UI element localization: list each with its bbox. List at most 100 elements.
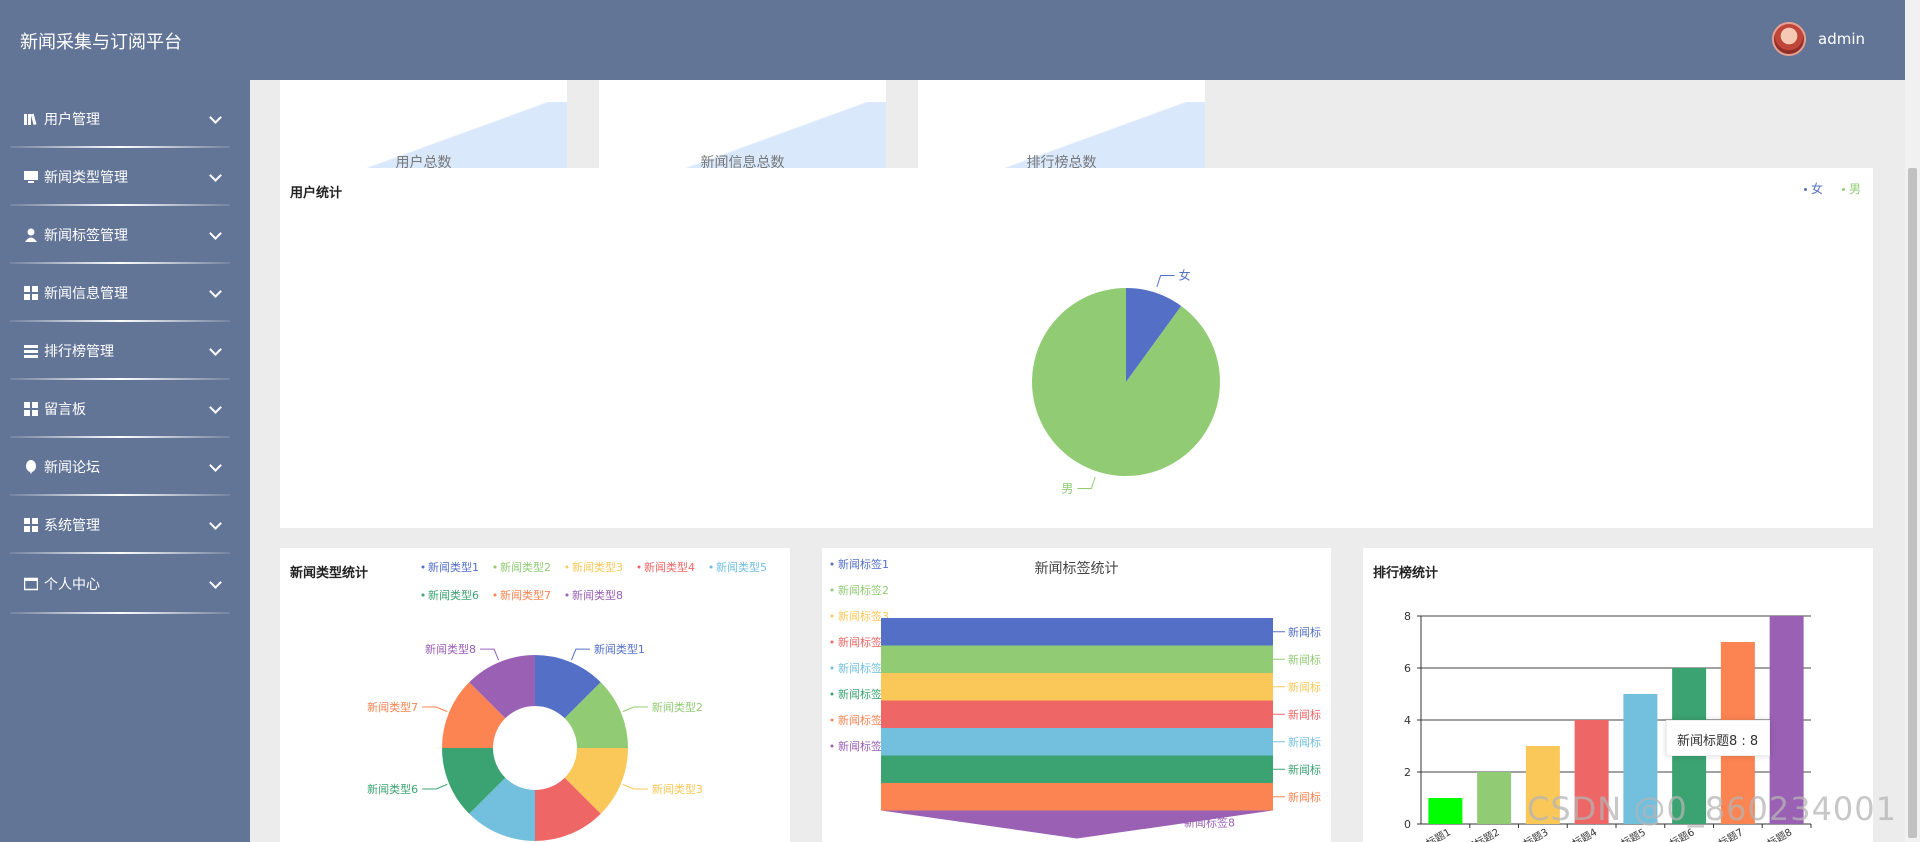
chevron-down-icon: [209, 575, 222, 589]
user-menu[interactable]: admin: [1772, 22, 1865, 56]
slice-label: 新闻类型2: [652, 700, 703, 714]
chevron-down-icon: [209, 226, 222, 240]
legend-item: 新闻类型3: [572, 560, 623, 574]
watermark: CSDN @0_860234001: [1527, 790, 1897, 828]
slice-label: 新闻类型3: [652, 782, 703, 796]
balloon-icon: [24, 460, 38, 474]
legend-dot: [493, 593, 497, 597]
x-tick-label: 标题5: [1619, 826, 1648, 842]
funnel-band: [881, 783, 1273, 811]
news-tag-panel: 新闻标签统计 新闻标签1 新闻标签2 新闻标签3 新闻标签4 新闻标签5 新闻标签6 新闻标…: [822, 548, 1331, 842]
app-title: 新闻采集与订阅平台: [20, 32, 182, 53]
library-icon: [24, 112, 38, 126]
sidebar-item-system[interactable]: 系统管理: [0, 496, 250, 554]
bar: [1574, 720, 1609, 824]
sidebar-item-news-type[interactable]: 新闻类型管理: [0, 148, 250, 206]
donut-slice: [535, 655, 601, 719]
news-type-donut-chart: 新闻类型1 新闻类型2 新闻类型3 新闻类型4 新闻类型5 新闻类型6 新闻类型7 新闻类型8…: [367, 560, 767, 841]
sidebar-item-label: 用户管理: [44, 112, 100, 128]
window-icon: [24, 577, 38, 591]
scrollbar-thumb[interactable]: [1908, 168, 1917, 838]
page-scrollbar[interactable]: [1905, 0, 1920, 842]
legend-dot: [565, 593, 569, 597]
chevron-down-icon: [209, 110, 222, 124]
legend-dot: [830, 588, 834, 592]
legend-dot: [421, 565, 425, 569]
y-tick-label: 8: [1404, 610, 1411, 623]
y-tick-label: 2: [1404, 766, 1411, 779]
legend-item: 新闻标签3: [838, 609, 889, 623]
list-icon: [24, 344, 38, 358]
user-pie-chart: 女男: [1032, 267, 1220, 496]
chart-title: 用户统计: [290, 186, 343, 201]
sidebar-item-label: 个人中心: [44, 577, 100, 593]
chevron-down-icon: [209, 458, 222, 472]
legend-dot: [830, 562, 834, 566]
pie-slice: [1032, 288, 1220, 476]
label-line: [1077, 476, 1096, 490]
x-tick-label: 标题1: [1424, 826, 1453, 842]
sidebar-item-news-info[interactable]: 新闻信息管理: [0, 264, 250, 322]
chart-title: 排行榜统计: [1373, 566, 1439, 581]
sidebar-item-message-board[interactable]: 留言板: [0, 380, 250, 438]
donut-slice: [469, 655, 535, 719]
slice-label: 新闻类型7: [367, 700, 418, 714]
label-line: [570, 648, 590, 661]
news-tag-funnel-chart: 新闻标签1 新闻标签2 新闻标签3 新闻标签4 新闻标签5 新闻标签6 新闻标签7 新闻标签8…: [830, 557, 1321, 839]
legend-item: 新闻标签6: [838, 687, 889, 701]
funnel-band: [881, 673, 1273, 701]
news-type-panel: 新闻类型统计 新闻类型1 新闻类型2 新闻类型3 新闻类型4 新闻类型5 新闻类型6 新闻类…: [280, 548, 790, 842]
chart-title: 新闻类型统计: [290, 566, 369, 581]
sidebar-item-label: 系统管理: [44, 518, 100, 534]
label-line: [422, 783, 448, 790]
funnel-tip: [881, 810, 1273, 839]
legend-item: 新闻标签2: [838, 583, 889, 597]
slice-label: 男: [1061, 482, 1073, 496]
stat-card-label: 排行榜总数: [1026, 155, 1097, 171]
username[interactable]: admin: [1818, 30, 1865, 48]
user-stats-panel: 用户统计 女 男 女男: [280, 168, 1873, 528]
legend-dot: [830, 614, 834, 618]
bar: [1428, 798, 1463, 824]
chevron-down-icon: [209, 516, 222, 530]
y-tick-label: 6: [1404, 662, 1411, 675]
donut-slice: [469, 777, 535, 841]
sidebar-item-forum[interactable]: 新闻论坛: [0, 438, 250, 496]
legend-item-male[interactable]: 男: [1841, 180, 1861, 197]
legend-item-female[interactable]: 女: [1803, 180, 1823, 197]
main-content: 用户总数 新闻信息总数 排行榜总数 用户统计 女 男 女男 新闻类型统计 新闻类…: [250, 80, 1905, 842]
label-line: [622, 706, 648, 713]
stat-card-label: 新闻信息总数: [700, 155, 785, 171]
top-header: 新闻采集与订阅平台 admin: [0, 0, 1905, 80]
funnel-band: [881, 645, 1273, 673]
band-label: 新闻标: [1288, 652, 1321, 666]
donut-slice: [442, 682, 506, 748]
chart-title: 新闻标签统计: [1034, 561, 1119, 577]
x-tick-label: 标题8: [1765, 826, 1794, 842]
sidebar-item-label: 留言板: [44, 402, 86, 418]
sidebar-item-news-tag[interactable]: 新闻标签管理: [0, 206, 250, 264]
grid-icon: [24, 402, 38, 416]
label-line: [622, 783, 648, 790]
sidebar-item-ranking[interactable]: 排行榜管理: [0, 322, 250, 380]
bar: [1525, 746, 1560, 824]
legend-dot: [830, 666, 834, 670]
label-line: [422, 706, 448, 713]
label-line: [1156, 274, 1175, 288]
legend-item: 新闻类型6: [428, 588, 479, 602]
sidebar-item-label: 新闻标签管理: [44, 228, 128, 244]
sidebar-item-label: 新闻信息管理: [44, 286, 128, 302]
sidebar-item-profile[interactable]: 个人中心: [0, 554, 250, 614]
stat-card-label: 用户总数: [395, 155, 452, 171]
legend-item: 新闻类型8: [572, 588, 623, 602]
y-tick-label: 4: [1404, 714, 1411, 727]
legend-dot: [830, 640, 834, 644]
donut-slice: [442, 748, 506, 814]
avatar[interactable]: [1772, 22, 1806, 56]
sidebar-item-label: 排行榜管理: [44, 344, 114, 360]
sidebar-item-user-management[interactable]: 用户管理: [0, 90, 250, 148]
donut-slice: [564, 682, 628, 748]
legend-item: 新闻标签7: [838, 713, 889, 727]
legend-item: 新闻标签8: [838, 739, 889, 753]
legend-dot: [709, 565, 713, 569]
